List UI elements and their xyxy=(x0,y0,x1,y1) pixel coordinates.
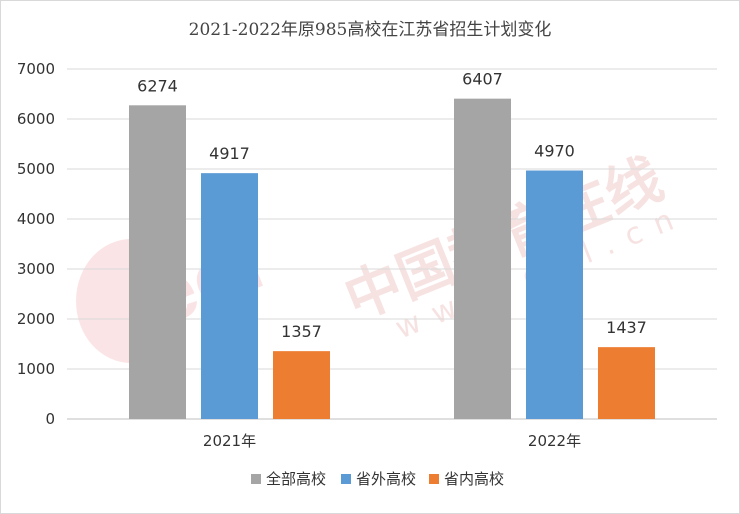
legend-label: 全部高校 xyxy=(266,470,326,488)
bar xyxy=(201,173,258,419)
y-tick-label: 0 xyxy=(45,410,55,428)
data-label: 6407 xyxy=(462,70,503,89)
bar xyxy=(273,351,330,419)
legend-swatch xyxy=(251,474,261,484)
data-label: 6274 xyxy=(137,76,178,95)
data-label: 4917 xyxy=(209,144,250,163)
bar-layer xyxy=(129,98,655,420)
bar xyxy=(129,105,186,420)
legend-swatch xyxy=(341,474,351,484)
data-label: 1357 xyxy=(281,322,322,341)
y-tick-label: 5000 xyxy=(17,160,55,178)
legend: 全部高校 省外高校 省内高校 xyxy=(251,470,504,488)
legend-label: 省外高校 xyxy=(356,470,416,488)
legend-label: 省内高校 xyxy=(444,470,504,488)
bar xyxy=(454,98,511,420)
y-tick-label: 4000 xyxy=(17,210,55,228)
legend-item: 全部高校 xyxy=(251,470,326,488)
y-tick-label: 3000 xyxy=(17,260,55,278)
x-axis: 2021年 2022年 xyxy=(203,432,581,450)
chart-title: 2021-2022年原985高校在江苏省招生计划变化 xyxy=(189,20,552,40)
bar xyxy=(526,170,583,419)
y-tick-label: 2000 xyxy=(17,310,55,328)
x-tick-label: 2022年 xyxy=(528,432,581,450)
legend-swatch xyxy=(429,474,439,484)
data-label: 1437 xyxy=(606,318,647,337)
y-axis: 0 1000 2000 3000 4000 5000 6000 7000 xyxy=(17,60,55,428)
y-tick-label: 6000 xyxy=(17,110,55,128)
y-tick-label: 7000 xyxy=(17,60,55,78)
legend-item: 省外高校 xyxy=(341,470,416,488)
y-tick-label: 1000 xyxy=(17,360,55,378)
legend-item: 省内高校 xyxy=(429,470,504,488)
data-labels: 6274 4917 1357 6407 4970 1437 xyxy=(137,70,647,341)
data-label: 4970 xyxy=(534,142,575,161)
bar xyxy=(598,347,655,419)
x-tick-label: 2021年 xyxy=(203,432,256,450)
